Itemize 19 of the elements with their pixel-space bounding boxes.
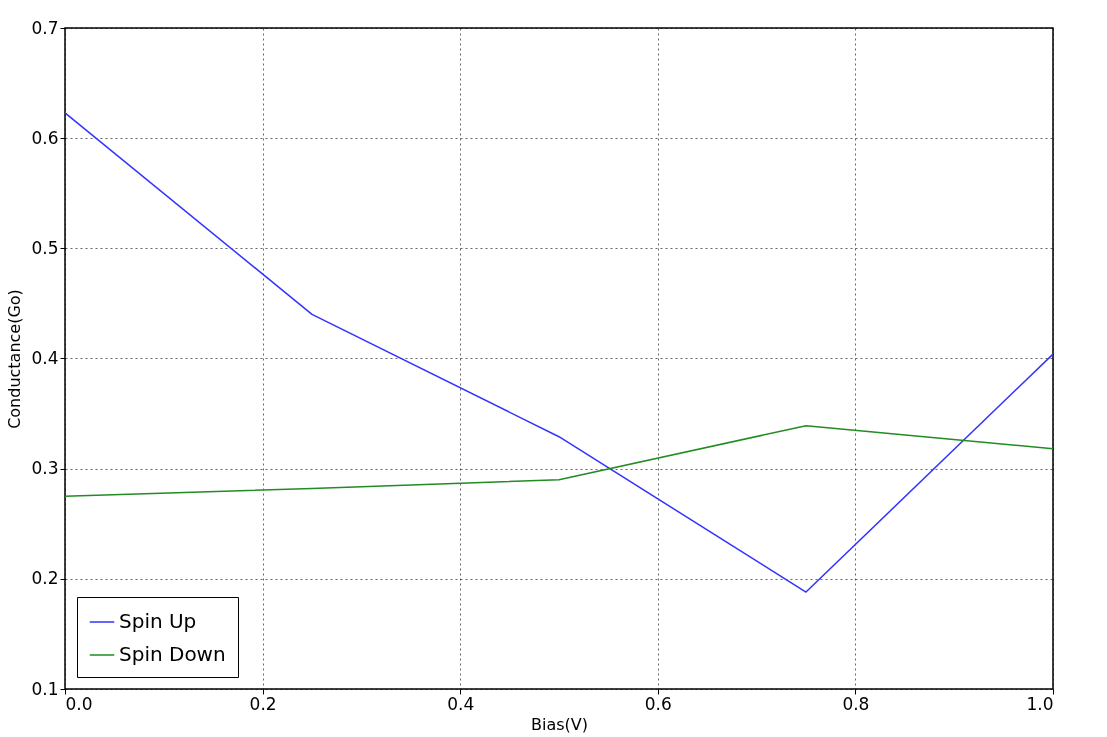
y-tick-label: 0.2 — [31, 568, 59, 589]
line-series — [64, 424, 1054, 497]
x-tick-label: 1.0 — [1026, 693, 1054, 714]
x-tick-label: 0.0 — [65, 693, 93, 714]
x-axis-title: Bias(V) — [531, 714, 588, 734]
y-tick-label: 0.4 — [31, 348, 59, 368]
y-tick-label: 0.5 — [31, 237, 59, 258]
y-axis-title: Conductance(Go) — [5, 289, 25, 429]
x-tick-label: 0.8 — [842, 693, 870, 714]
line-series — [64, 112, 1054, 593]
y-tick-label: 0.1 — [31, 678, 59, 699]
x-tick-label: 0.4 — [447, 693, 475, 714]
y-tick-label: 0.3 — [31, 458, 59, 479]
x-tick-label: 0.6 — [644, 693, 672, 714]
x-tick-label: 0.2 — [249, 693, 277, 714]
y-tick-label: 0.7 — [31, 17, 59, 38]
legend-label: Spin Down — [119, 642, 226, 666]
legend-label: Spin Up — [119, 609, 197, 633]
y-tick-label: 0.6 — [31, 127, 59, 148]
